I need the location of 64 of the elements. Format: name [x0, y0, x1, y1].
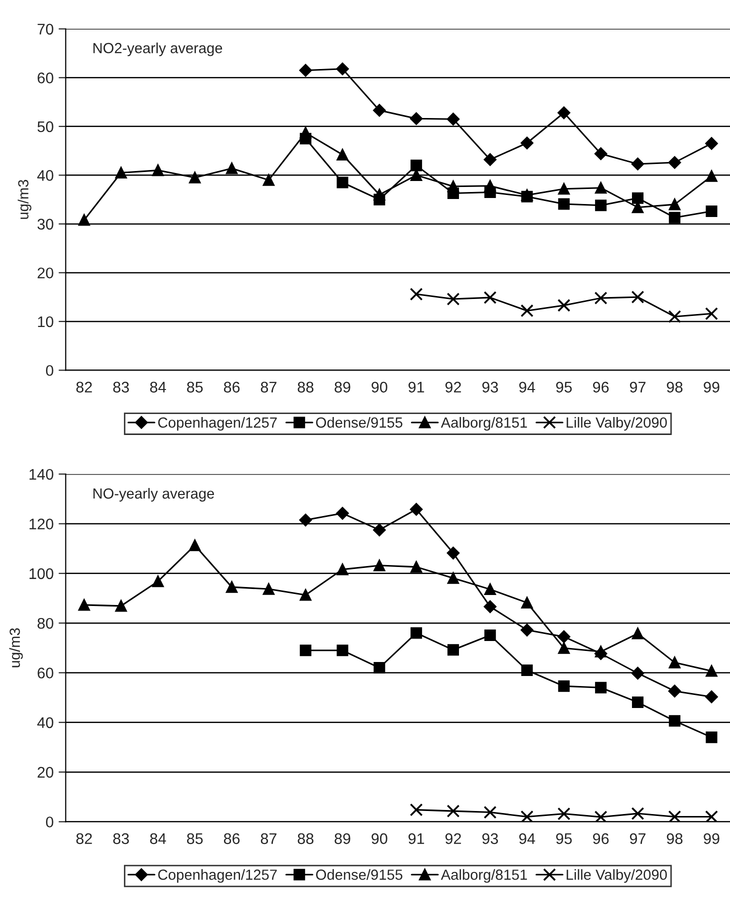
y-axis-title: ug/m3	[9, 628, 23, 668]
y-tick-label: 70	[38, 24, 54, 35]
y-tick-label: 40	[37, 170, 54, 181]
x-tick-label: 89	[334, 833, 350, 844]
x-tick-label: 92	[445, 382, 461, 393]
x-tick-label: 82	[76, 382, 92, 393]
x-tick-label: 98	[666, 382, 682, 393]
x-tick-label: 92	[445, 833, 461, 844]
x-tick-label: 94	[519, 833, 536, 844]
x-tick-label: 93	[482, 833, 498, 844]
x-tick-label: 95	[556, 833, 572, 844]
legend-label: Copenhagen/1257	[158, 869, 277, 883]
legend-label: Aalborg/8151	[440, 417, 527, 431]
y-tick-label: 100	[30, 568, 54, 580]
x-tick-label: 90	[372, 833, 388, 844]
y-tick-label: 80	[38, 618, 54, 629]
x-tick-label: 84	[150, 382, 166, 393]
x-tick-label: 90	[372, 382, 388, 393]
y-tick-label: 50	[38, 121, 54, 132]
x-tick-label: 93	[482, 382, 498, 393]
x-tick-label: 97	[630, 833, 646, 844]
x-tick-label: 99	[704, 382, 720, 393]
legend-label: Copenhagen/1257	[158, 417, 277, 431]
y-tick-label: 40	[37, 717, 54, 728]
x-tick-label: 86	[224, 382, 240, 393]
x-tick-label: 88	[298, 833, 314, 844]
y-axis-title: ug/m3	[18, 180, 32, 219]
x-tick-label: 85	[187, 833, 203, 844]
x-tick-label: 91	[408, 382, 424, 393]
x-tick-label: 86	[224, 833, 240, 844]
legend-label: Odense/9155	[316, 869, 402, 880]
x-tick-label: 85	[187, 382, 203, 393]
y-tick-label: 10	[38, 316, 54, 328]
y-tick-label: 60	[38, 72, 54, 84]
y-tick-label: 140	[30, 468, 54, 480]
x-tick-label: 95	[556, 382, 572, 393]
legend-label: Lille Valby/2090	[566, 417, 667, 431]
x-tick-label: 91	[408, 833, 424, 844]
x-tick-label: 84	[150, 833, 166, 844]
y-tick-label: 0	[46, 365, 54, 376]
x-tick-label: 82	[76, 833, 92, 844]
text: NO-yearly average	[93, 488, 214, 502]
x-tick-label: 87	[260, 833, 276, 844]
x-tick-label: 97	[630, 382, 646, 393]
legend-label: Odense/9155	[316, 417, 402, 428]
x-tick-label: 96	[593, 382, 609, 393]
y-tick-label: 120	[30, 518, 54, 530]
text: NO2-yearly average	[93, 42, 222, 56]
x-tick-label: 83	[113, 382, 129, 393]
legend-label: Aalborg/8151	[440, 869, 527, 883]
x-tick-label: 99	[704, 833, 720, 844]
y-tick-label: 20	[38, 268, 54, 278]
x-tick-label: 83	[113, 833, 129, 844]
x-tick-label: 96	[593, 833, 609, 844]
y-tick-label: 30	[37, 218, 54, 230]
y-tick-label: 0	[46, 816, 54, 828]
x-tick-label: 88	[298, 382, 314, 393]
legend-label: Lille Valby/2090	[566, 869, 667, 883]
x-tick-label: 98	[666, 833, 682, 844]
x-tick-label: 94	[519, 382, 536, 393]
x-tick-label: 87	[260, 382, 276, 393]
y-tick-label: 60	[38, 668, 54, 678]
y-tick-label: 20	[38, 766, 54, 778]
x-tick-label: 89	[334, 382, 350, 393]
